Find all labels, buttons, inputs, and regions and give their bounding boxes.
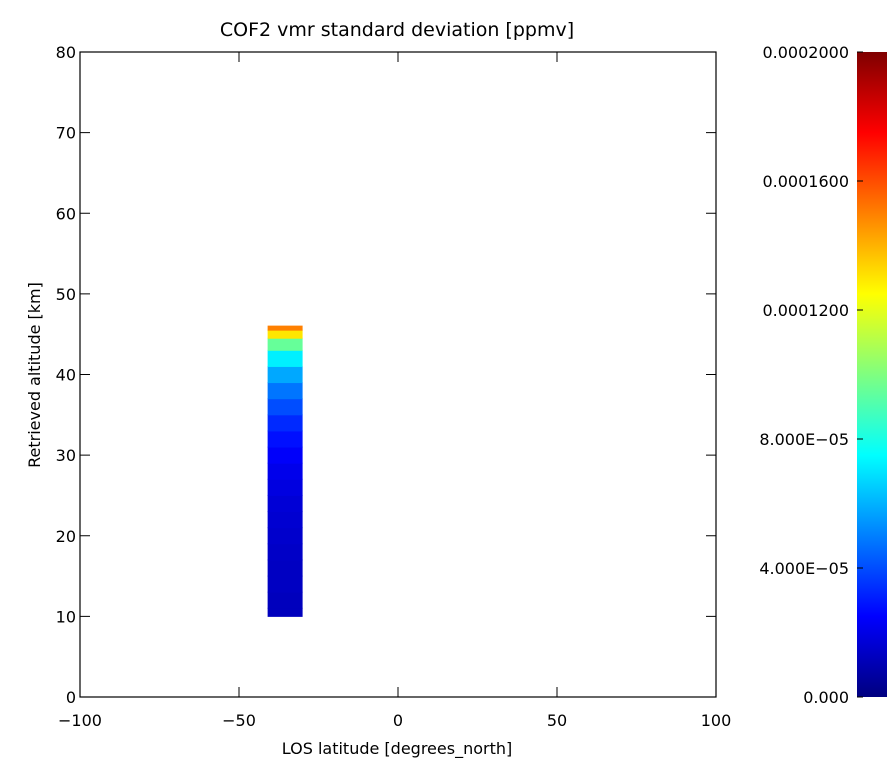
y-tick-label: 80 bbox=[56, 43, 76, 62]
y-axis-label: Retrieved altitude [km] bbox=[25, 282, 44, 468]
x-tick-label: 100 bbox=[701, 711, 732, 730]
x-tick-label: −100 bbox=[58, 711, 102, 730]
heatmap-cell bbox=[267, 527, 303, 545]
heatmap-cell bbox=[267, 575, 303, 593]
y-tick-label: 60 bbox=[56, 204, 76, 223]
heatmap-cell bbox=[267, 414, 303, 432]
colorbar-tick-label: 0.0001200 bbox=[762, 301, 849, 320]
y-axis-ticks: 0 10 20 30 40 50 60 70 80 bbox=[56, 43, 716, 707]
y-tick-label: 30 bbox=[56, 446, 76, 465]
heatmap-cell bbox=[267, 543, 303, 561]
y-tick-label: 40 bbox=[56, 366, 76, 385]
colorbar-tick-label: 0.0001600 bbox=[762, 172, 849, 191]
y-tick-label: 50 bbox=[56, 285, 76, 304]
heatmap-cell bbox=[267, 462, 303, 480]
heatmap-cell bbox=[267, 329, 303, 339]
colorbar-tick-label: 4.000E−05 bbox=[759, 559, 849, 578]
chart-title: COF2 vmr standard deviation [ppmv] bbox=[220, 19, 574, 41]
heatmap-cell bbox=[267, 325, 303, 331]
y-tick-label: 10 bbox=[56, 607, 76, 626]
heatmap-cell bbox=[267, 430, 303, 448]
x-axis-ticks: −100 −50 0 50 100 bbox=[58, 52, 731, 730]
colorbar-tick-label: 0.0002000 bbox=[762, 43, 849, 62]
heatmap-cell bbox=[267, 398, 303, 416]
heatmap-cells bbox=[267, 325, 303, 617]
x-tick-label: 0 bbox=[393, 711, 403, 730]
plot-frame bbox=[79, 51, 717, 698]
heatmap-cell bbox=[267, 478, 303, 496]
heatmap-cell bbox=[267, 559, 303, 577]
heatmap-cell bbox=[267, 446, 303, 464]
x-axis-label: LOS latitude [degrees_north] bbox=[282, 739, 512, 759]
y-tick-label: 70 bbox=[56, 124, 76, 143]
y-tick-label: 20 bbox=[56, 527, 76, 546]
y-tick-label: 0 bbox=[66, 688, 76, 707]
heatmap-cell bbox=[267, 349, 303, 367]
colorbar-tick-label: 8.000E−05 bbox=[759, 430, 849, 449]
heatmap-cell bbox=[267, 494, 303, 513]
x-tick-label: 50 bbox=[547, 711, 567, 730]
heatmap-cell bbox=[267, 365, 303, 384]
heatmap-cell bbox=[267, 591, 303, 609]
heatmap-cell bbox=[267, 337, 303, 351]
heatmap-cell bbox=[267, 607, 303, 617]
heatmap-cell bbox=[267, 511, 303, 529]
colorbar bbox=[857, 52, 887, 697]
colorbar-tick-label: 0.000 bbox=[803, 688, 849, 707]
x-tick-label: −50 bbox=[222, 711, 256, 730]
colorbar-ticks: 0.000 4.000E−05 8.000E−05 0.0001200 0.000160… bbox=[759, 43, 863, 707]
heatmap-cell bbox=[267, 382, 303, 400]
